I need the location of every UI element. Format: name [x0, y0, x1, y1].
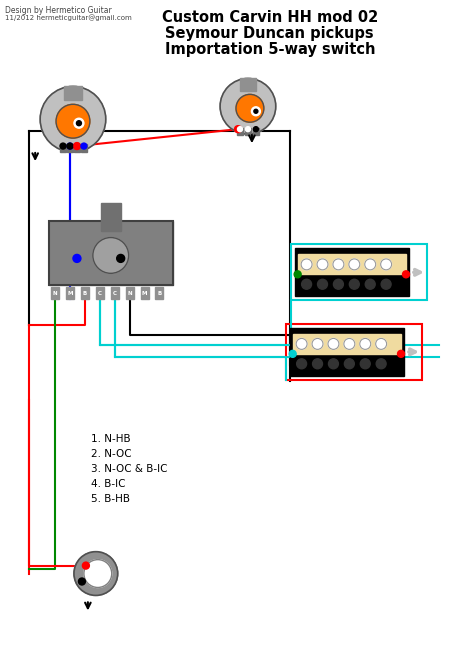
Bar [101, 203, 121, 231]
Bar [51, 288, 59, 299]
Circle shape [93, 238, 128, 273]
Text: Custom Carvin HH mod 02: Custom Carvin HH mod 02 [162, 10, 378, 25]
Circle shape [74, 119, 84, 128]
Circle shape [301, 279, 311, 290]
Bar [74, 144, 80, 152]
Text: B: B [83, 291, 87, 295]
Circle shape [402, 271, 410, 278]
Circle shape [254, 126, 258, 132]
Circle shape [60, 143, 66, 149]
Bar [155, 288, 164, 299]
Bar [290, 328, 404, 376]
Circle shape [333, 279, 343, 290]
Text: Importation 5-way switch: Importation 5-way switch [164, 42, 375, 57]
Bar [141, 288, 148, 299]
Bar [81, 288, 89, 299]
Bar [253, 128, 259, 135]
Text: 4. B-IC: 4. B-IC [91, 479, 125, 489]
Circle shape [317, 259, 328, 270]
Circle shape [376, 339, 387, 349]
Circle shape [297, 359, 307, 369]
Circle shape [246, 126, 250, 132]
Bar [126, 288, 134, 299]
Text: M: M [142, 291, 147, 295]
Circle shape [67, 143, 73, 149]
Text: C: C [113, 291, 117, 295]
Bar [245, 128, 251, 135]
Circle shape [294, 271, 301, 278]
Circle shape [220, 79, 276, 134]
Circle shape [74, 552, 118, 595]
Circle shape [365, 259, 376, 270]
Bar [240, 79, 256, 92]
Bar [64, 86, 82, 100]
Circle shape [398, 350, 404, 358]
Circle shape [318, 279, 328, 290]
Circle shape [74, 143, 80, 149]
Circle shape [67, 143, 73, 149]
Circle shape [328, 339, 339, 349]
Circle shape [365, 279, 375, 290]
Circle shape [376, 359, 386, 369]
Bar [81, 144, 87, 152]
Bar [111, 288, 118, 299]
Circle shape [312, 339, 323, 349]
Circle shape [73, 143, 81, 149]
Circle shape [82, 562, 90, 569]
Bar [292, 334, 401, 354]
Circle shape [345, 359, 354, 369]
Bar [67, 144, 73, 152]
Circle shape [289, 350, 296, 358]
Bar [96, 288, 104, 299]
Bar [298, 254, 406, 274]
Text: 3. N-OC & B-IC: 3. N-OC & B-IC [91, 464, 167, 474]
Circle shape [381, 259, 392, 270]
Bar [286, 324, 422, 380]
Circle shape [40, 86, 106, 152]
Text: Design by Hermetico Guitar: Design by Hermetico Guitar [5, 6, 112, 15]
Circle shape [381, 279, 391, 290]
Bar [49, 221, 173, 285]
Text: B: B [157, 291, 162, 295]
Text: Seymour Duncan pickups: Seymour Duncan pickups [165, 26, 374, 41]
Bar [292, 352, 401, 374]
Circle shape [333, 259, 344, 270]
Circle shape [56, 104, 90, 138]
Circle shape [251, 107, 260, 116]
Circle shape [81, 143, 87, 149]
Bar [237, 128, 243, 135]
Circle shape [84, 559, 112, 588]
Circle shape [78, 578, 85, 585]
Circle shape [296, 339, 307, 349]
Text: N: N [128, 291, 132, 295]
Circle shape [301, 259, 312, 270]
Bar [60, 144, 66, 152]
Circle shape [360, 359, 370, 369]
Text: 1. N-HB: 1. N-HB [91, 434, 130, 444]
Text: 5. B-HB: 5. B-HB [91, 494, 130, 504]
Circle shape [117, 254, 125, 263]
Bar [49, 221, 173, 285]
Circle shape [235, 126, 241, 133]
Circle shape [328, 359, 338, 369]
Circle shape [254, 109, 258, 113]
Bar [291, 244, 427, 300]
Circle shape [349, 279, 359, 290]
Circle shape [236, 94, 264, 122]
Text: C: C [98, 291, 102, 295]
Circle shape [349, 259, 360, 270]
Circle shape [237, 126, 243, 132]
Circle shape [312, 359, 322, 369]
Bar [298, 272, 406, 294]
Text: N: N [53, 291, 57, 295]
Bar [66, 288, 74, 299]
Circle shape [73, 254, 81, 263]
Circle shape [344, 339, 355, 349]
Text: M: M [67, 291, 73, 295]
Circle shape [360, 339, 371, 349]
Text: 11/2012 hermeticguitar@gmail.com: 11/2012 hermeticguitar@gmail.com [5, 14, 132, 20]
Circle shape [76, 121, 82, 126]
Bar [295, 248, 409, 296]
Text: 2. N-OC: 2. N-OC [91, 449, 131, 459]
